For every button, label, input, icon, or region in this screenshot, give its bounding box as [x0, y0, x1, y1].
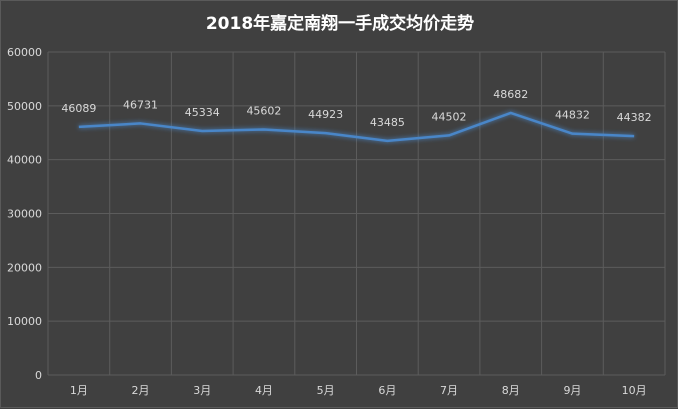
y-tick-label: 60000 — [7, 46, 42, 59]
data-label: 45602 — [246, 105, 281, 118]
data-label: 44502 — [432, 110, 467, 123]
series-line — [78, 111, 635, 143]
y-tick-label: 20000 — [7, 261, 42, 274]
y-tick-label: 10000 — [7, 315, 42, 328]
data-label: 44832 — [555, 109, 590, 122]
data-label: 48682 — [493, 88, 528, 101]
data-label: 44382 — [617, 111, 652, 124]
x-tick-label: 1月 — [70, 384, 88, 397]
data-label: 43485 — [370, 116, 405, 129]
x-tick-label: 10月 — [622, 384, 647, 397]
data-label: 44923 — [308, 108, 343, 121]
data-label: 46731 — [123, 98, 158, 111]
y-tick-label: 0 — [35, 369, 42, 382]
x-tick-label: 5月 — [317, 384, 335, 397]
x-tick-label: 2月 — [132, 384, 150, 397]
x-tick-label: 4月 — [255, 384, 273, 397]
data-label: 46089 — [61, 102, 96, 115]
x-tick-label: 9月 — [563, 384, 581, 397]
data-label: 45334 — [185, 106, 220, 119]
x-tick-label: 8月 — [502, 384, 520, 397]
x-tick-label: 3月 — [193, 384, 211, 397]
x-tick-label: 7月 — [440, 384, 458, 397]
y-tick-label: 50000 — [7, 100, 42, 113]
y-tick-label: 40000 — [7, 154, 42, 167]
chart-title: 2018年嘉定南翔一手成交均价走势 — [205, 14, 475, 34]
y-tick-label: 30000 — [7, 208, 42, 221]
x-tick-label: 6月 — [378, 384, 396, 397]
